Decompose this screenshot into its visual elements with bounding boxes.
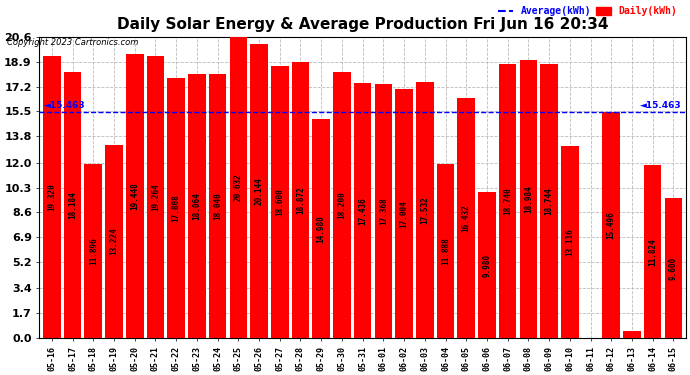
Text: 11.896: 11.896 (89, 237, 98, 265)
Text: 18.200: 18.200 (337, 191, 346, 219)
Bar (230, 36, 247, 338)
Text: 13.224: 13.224 (110, 228, 119, 255)
Text: 15.496: 15.496 (607, 211, 615, 239)
Text: 11.824: 11.824 (648, 238, 657, 266)
Bar (416, 82, 433, 338)
Text: 18.184: 18.184 (68, 191, 77, 219)
Text: 13.116: 13.116 (565, 228, 574, 256)
Text: 17.532: 17.532 (420, 196, 429, 224)
Text: 20.144: 20.144 (255, 177, 264, 205)
Bar (126, 54, 144, 338)
Bar (561, 146, 579, 338)
Text: 9.600: 9.600 (669, 256, 678, 279)
Text: 19.264: 19.264 (151, 183, 160, 211)
Bar (499, 64, 516, 338)
Text: 18.040: 18.040 (213, 192, 222, 220)
Text: 14.980: 14.980 (317, 215, 326, 243)
Bar (250, 44, 268, 338)
Text: 9.980: 9.980 (482, 254, 491, 277)
Text: 17.368: 17.368 (379, 197, 388, 225)
Text: ◄15.463: ◄15.463 (43, 101, 85, 110)
Bar (354, 83, 371, 338)
Text: 19.320: 19.320 (48, 183, 57, 211)
Bar (313, 119, 330, 338)
Bar (478, 192, 495, 338)
Bar (43, 56, 61, 338)
Text: 20.632: 20.632 (234, 173, 243, 201)
Bar (395, 90, 413, 338)
Text: 18.744: 18.744 (544, 187, 553, 215)
Text: Copyright 2023 Cartronics.com: Copyright 2023 Cartronics.com (7, 38, 138, 47)
Text: 18.600: 18.600 (275, 188, 284, 216)
Bar (271, 66, 288, 338)
Text: 16.432: 16.432 (462, 204, 471, 232)
Text: 18.984: 18.984 (524, 186, 533, 213)
Text: ◄15.463: ◄15.463 (640, 101, 682, 110)
Bar (333, 72, 351, 338)
Bar (437, 164, 454, 338)
Text: 11.888: 11.888 (441, 237, 450, 265)
Bar (63, 72, 81, 338)
Legend: Average(kWh), Daily(kWh): Average(kWh), Daily(kWh) (494, 3, 681, 20)
Bar (209, 74, 226, 338)
Bar (147, 56, 164, 338)
Text: 18.064: 18.064 (193, 192, 201, 220)
Text: 19.448: 19.448 (130, 182, 139, 210)
Bar (457, 98, 475, 338)
Text: 18.872: 18.872 (296, 186, 305, 214)
Title: Daily Solar Energy & Average Production Fri Jun 16 20:34: Daily Solar Energy & Average Production … (117, 16, 609, 32)
Bar (188, 74, 206, 338)
Bar (292, 62, 309, 338)
Bar (644, 165, 662, 338)
Bar (602, 111, 620, 338)
Bar (623, 330, 641, 338)
Bar (664, 198, 682, 338)
Text: 17.808: 17.808 (172, 194, 181, 222)
Text: 17.004: 17.004 (400, 200, 408, 228)
Bar (84, 164, 102, 338)
Bar (520, 60, 538, 338)
Bar (168, 78, 185, 338)
Text: 17.436: 17.436 (358, 197, 367, 225)
Text: 18.740: 18.740 (503, 187, 512, 215)
Bar (375, 84, 392, 338)
Bar (105, 145, 123, 338)
Bar (540, 64, 558, 338)
